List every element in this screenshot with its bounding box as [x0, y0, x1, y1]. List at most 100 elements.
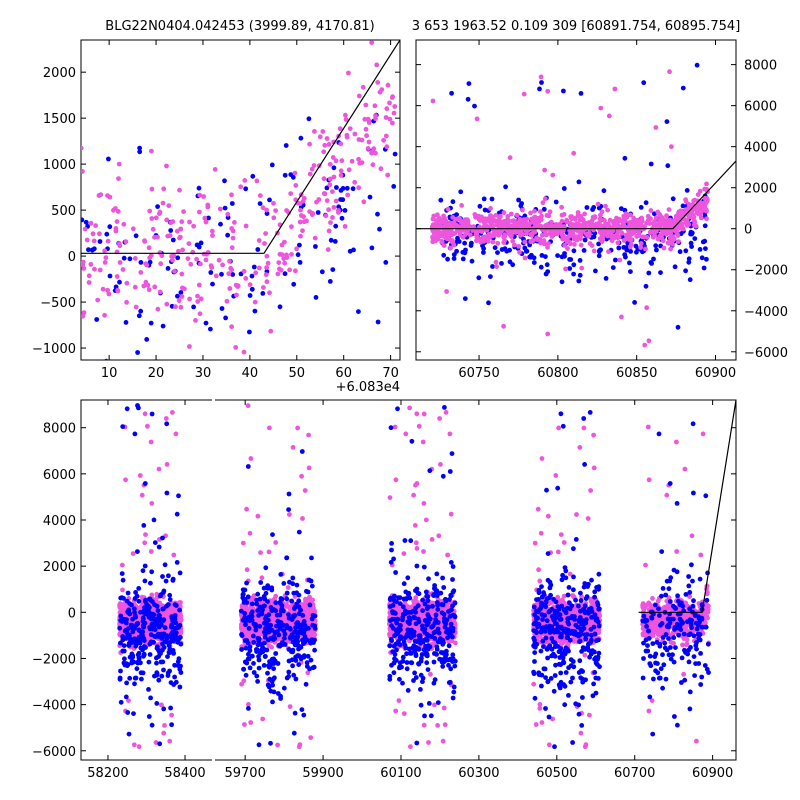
panel-zoom-peak-blue-point: [121, 255, 127, 261]
season-0-magenta-point: [120, 587, 125, 593]
season-0-blue-point: [124, 406, 130, 412]
panel-zoom-peak-magenta-point: [346, 70, 351, 76]
season-0-blue-point: [148, 695, 154, 701]
panel-zoom-season-magenta-point: [546, 241, 551, 247]
panel-zoom-peak-magenta-point: [157, 209, 163, 215]
panel-zoom-season-magenta-point: [463, 232, 468, 237]
panel-zoom-season-blue-point: [584, 205, 590, 210]
panel-zoom-peak-magenta-point: [356, 93, 362, 99]
season-1-magenta-point: [258, 550, 263, 555]
season-0-blue-point: [161, 667, 166, 673]
panel-zoom-season-magenta-point: [582, 211, 587, 217]
panel-zoom-peak-magenta-point: [130, 226, 136, 232]
panel-zoom-peak-magenta-point: [294, 246, 299, 252]
season-1-blue-point: [256, 665, 262, 671]
panel-zoom-peak-blue-point: [144, 337, 150, 342]
panel-zoom-peak-magenta-point: [326, 142, 332, 147]
panel-zoom-season-magenta-point: [627, 244, 633, 250]
panel-full-lightcurve: 58200 58400 59700 59900 60100 60300 60500 60700…: [32, 398, 737, 781]
panel-zoom-season-blue-point: [578, 91, 584, 96]
panel-zoom-peak-blue-point: [290, 174, 296, 180]
panel-zoom-peak-magenta-point: [383, 115, 389, 120]
season-0-blue-point: [148, 597, 154, 603]
panel-zoom-season-magenta-point: [550, 172, 556, 178]
panel-zoom-peak-blue-point: [375, 211, 380, 217]
panel-zoom-peak-magenta-point: [234, 292, 239, 298]
panel-zoom-peak-magenta-point: [138, 270, 144, 275]
panel-zoom-peak-magenta-point: [264, 265, 269, 270]
panel-zoom-peak-magenta-point: [333, 198, 339, 204]
panel-zoom-season-ytick-label: −2000: [744, 264, 788, 279]
panel-zoom-peak-magenta-point: [286, 210, 292, 216]
panel-zoom-season-magenta-point: [616, 216, 622, 222]
panel-zoom-peak-blue-point: [247, 293, 253, 298]
panel-zoom-season-blue-point: [624, 245, 629, 250]
panel-zoom-peak-magenta-point: [205, 204, 211, 210]
panel-zoom-peak-blue-point: [106, 156, 111, 162]
season-1-blue-point: [290, 639, 296, 645]
panel-zoom-peak-magenta-point: [191, 223, 197, 229]
panel-zoom-peak-blue-point: [369, 245, 375, 251]
panel-zoom-season-blue-point: [658, 270, 663, 275]
panel-zoom-peak-magenta-point: [185, 256, 191, 261]
panel-zoom-peak-blue-point: [377, 226, 382, 232]
panel-zoom-season-magenta-point: [567, 231, 573, 237]
panel-zoom-season-blue-point: [670, 196, 676, 202]
panel-zoom-season-blue-point: [571, 262, 577, 268]
panel-zoom-season-blue-point: [576, 179, 582, 185]
panel-zoom-peak-magenta-point: [278, 267, 284, 273]
panel-zoom-peak-magenta-point: [343, 112, 348, 118]
panel-zoom-peak-magenta-point: [371, 146, 377, 152]
panel-zoom-season-magenta-point: [510, 218, 516, 224]
season-0-blue-point: [151, 621, 157, 626]
season-0-blue-point: [139, 676, 144, 682]
panel-zoom-season-blue-point: [562, 253, 567, 259]
panel-zoom-peak-blue-point: [367, 194, 373, 200]
panel-zoom-peak-magenta-point: [81, 259, 86, 265]
panel-zoom-peak-magenta-point: [113, 206, 118, 211]
season-1-blue-point: [258, 580, 264, 585]
panel-zoom-season-magenta-point: [660, 238, 666, 244]
season-0-magenta-point: [148, 439, 154, 445]
panel-zoom-season-ytick-label: −6000: [744, 346, 788, 361]
axis-break-top: [212, 398, 215, 402]
panel-zoom-peak-blue-point: [333, 223, 339, 229]
season-1-blue-point: [247, 644, 253, 650]
panel-zoom-season-blue-point: [450, 199, 456, 205]
panel-zoom-peak-magenta-point: [227, 286, 233, 291]
panel-zoom-peak-magenta-point: [213, 273, 219, 279]
season-1-blue-point: [279, 596, 285, 602]
season-1-blue-point: [310, 612, 316, 618]
panel-zoom-peak-magenta-point: [116, 176, 121, 182]
panel-zoom-peak-magenta-point: [379, 87, 385, 92]
season-1-blue-point: [246, 651, 251, 657]
season-1-blue-point: [300, 613, 306, 618]
season-1-blue-point: [245, 464, 251, 469]
season-1-blue-point: [292, 710, 298, 716]
panel-zoom-season-magenta-point: [578, 242, 584, 248]
season-1-blue-point: [242, 611, 248, 616]
panel-zoom-season-magenta-point: [539, 224, 544, 229]
panel-zoom-season-magenta-point: [669, 240, 674, 245]
panel-zoom-peak-blue-point: [338, 197, 344, 202]
panel-zoom-season-blue-point: [495, 250, 500, 256]
panel-zoom-season-blue-point: [703, 246, 708, 252]
season-0-blue-point: [166, 573, 171, 579]
panel-zoom-season-magenta-point: [638, 241, 644, 246]
panel-zoom-season-blue-point: [567, 266, 573, 271]
season-0-blue-point: [162, 562, 168, 568]
panel-zoom-peak-xtick-label: 10: [101, 366, 118, 381]
season-0-blue-point: [154, 660, 159, 666]
season-1-blue-point: [277, 612, 283, 618]
season-0-blue-point: [140, 670, 146, 676]
panel-zoom-peak-magenta-point: [381, 137, 386, 143]
panel-zoom-peak-xtick-label: 40: [242, 366, 259, 381]
panel-zoom-season-magenta-point: [702, 201, 707, 207]
season-1-magenta-point: [308, 735, 314, 740]
panel-zoom-peak-magenta-point: [86, 280, 92, 285]
panel-zoom-peak-magenta-point: [268, 328, 274, 334]
season-0-blue-point: [146, 687, 151, 692]
panel-zoom-season-magenta-point: [528, 231, 534, 237]
panel-zoom-peak-magenta-point: [124, 299, 129, 305]
season-1-blue-point: [261, 604, 266, 609]
